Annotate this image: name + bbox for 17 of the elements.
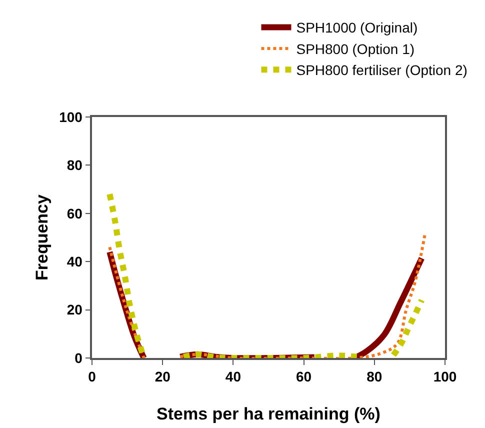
y-tick-label: 100 bbox=[59, 108, 83, 125]
y-tick-label: 20 bbox=[66, 302, 83, 318]
x-tick-label: 60 bbox=[296, 368, 312, 385]
x-tick-label: 100 bbox=[433, 368, 457, 385]
y-tick-label: 0 bbox=[74, 350, 83, 366]
legend-label: SPH800 (Option 1) bbox=[296, 40, 415, 57]
legend-label: SPH800 fertiliser (Option 2) bbox=[296, 62, 468, 78]
y-tick-label: 80 bbox=[66, 157, 83, 174]
x-tick-label: 80 bbox=[366, 368, 382, 385]
y-tick-label: 40 bbox=[66, 254, 83, 270]
x-tick-label: 20 bbox=[154, 368, 171, 385]
legend-label: SPH1000 (Original) bbox=[296, 20, 418, 36]
y-axis-title: Frequency bbox=[32, 194, 52, 280]
y-tick-label: 60 bbox=[66, 205, 83, 222]
x-tick-label: 0 bbox=[88, 368, 96, 385]
x-axis-title: Stems per ha remaining (%) bbox=[156, 404, 380, 424]
x-tick-label: 40 bbox=[225, 368, 242, 385]
